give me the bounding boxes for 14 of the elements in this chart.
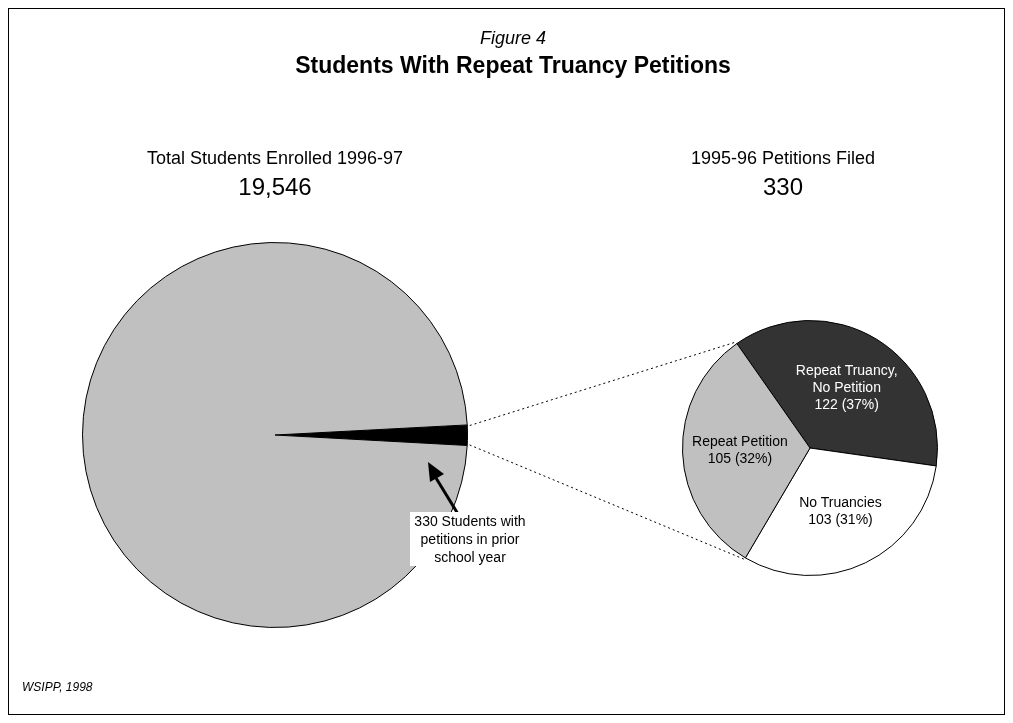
- text: WSIPP, 1998: [22, 680, 93, 694]
- chart-title: 1995-96 Petitions Filed: [689, 148, 877, 169]
- chart-subtitle: 330: [761, 173, 804, 201]
- slice-label: Repeat Truancy, No Petition: [795, 362, 898, 396]
- data-label: 122 (37%): [814, 396, 879, 413]
- data-label: 103 (31%): [808, 510, 873, 527]
- text: 19,546: [237, 173, 313, 201]
- slice-label: Repeat Petition: [692, 433, 788, 450]
- data-label: 105 (32%): [707, 450, 773, 467]
- text: 330 Students with petitions in prior school year: [410, 512, 530, 566]
- slice-label: No Truancies: [799, 493, 882, 510]
- text: Figure 4: [478, 28, 547, 49]
- text: Total Students Enrolled 1996-97: [145, 148, 405, 169]
- chart-title: Students With Repeat Truancy Petitions: [294, 52, 732, 79]
